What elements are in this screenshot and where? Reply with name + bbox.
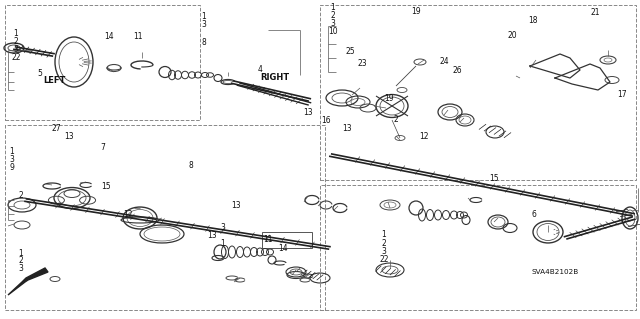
Text: 2: 2 [18,256,23,265]
Text: 21: 21 [591,8,600,17]
Text: 13: 13 [64,132,74,141]
Text: 22: 22 [380,256,388,264]
Text: 15: 15 [489,174,499,182]
Text: 12: 12 [124,210,132,219]
Text: 24: 24 [440,57,450,66]
Text: 2: 2 [18,191,23,200]
Text: LEFT: LEFT [44,76,65,85]
Text: 3: 3 [220,223,225,232]
Text: 11: 11 [263,235,272,244]
Text: 1: 1 [381,230,387,239]
Text: 1: 1 [220,239,225,248]
Text: 19: 19 [384,94,394,103]
Text: 5: 5 [37,69,42,78]
Text: 1: 1 [9,147,14,156]
Text: 14: 14 [278,244,288,253]
Text: 2: 2 [381,239,387,248]
Bar [320,5,636,180]
Text: 3: 3 [381,247,387,256]
Polygon shape [8,268,48,295]
Text: SVA4B2102B: SVA4B2102B [532,269,579,275]
Text: 25: 25 [346,47,356,56]
Text: 8: 8 [188,161,193,170]
Text: 23: 23 [357,59,367,68]
Text: 2: 2 [330,11,335,20]
Text: 13: 13 [207,231,218,240]
Text: 12: 12 [419,132,428,141]
Text: 6: 6 [532,210,537,219]
Text: 8: 8 [201,38,206,47]
Text: 1: 1 [18,249,23,258]
Text: 3: 3 [18,264,23,273]
Text: 3: 3 [330,19,335,28]
Text: 20: 20 [507,31,517,40]
Text: 26: 26 [452,66,463,75]
Bar [5,5,200,120]
Text: 16: 16 [321,116,332,125]
Text: 4: 4 [257,65,262,74]
Text: RIGHT: RIGHT [260,73,290,82]
Text: 11: 11 [133,32,142,41]
Text: 14: 14 [104,32,114,41]
Text: 17: 17 [617,90,627,99]
Text: 3: 3 [13,45,19,54]
Text: 3: 3 [9,155,14,164]
Text: 22: 22 [12,53,20,62]
Text: 1: 1 [201,12,206,21]
Text: 18: 18 [528,16,537,25]
Bar [262,232,312,248]
Text: 2: 2 [393,115,398,124]
Text: 13: 13 [342,124,352,133]
Text: 7: 7 [100,143,105,152]
Text: 27: 27 [51,124,61,133]
Bar [5,125,325,310]
Text: 3: 3 [201,20,206,29]
Text: 13: 13 [303,108,314,117]
Bar [320,185,636,310]
Text: 13: 13 [230,201,241,210]
Text: 10: 10 [328,27,338,36]
Text: 1: 1 [13,29,19,38]
Text: 15: 15 [100,182,111,191]
Text: 1: 1 [330,3,335,11]
Text: 9: 9 [9,163,14,172]
Text: 19: 19 [411,7,421,16]
Text: 2: 2 [13,37,19,46]
